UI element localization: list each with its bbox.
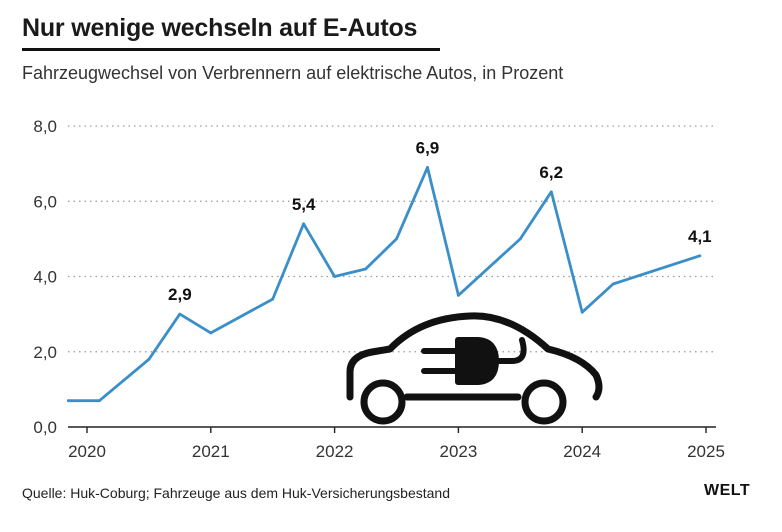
y-tick-label: 2,0: [33, 343, 57, 362]
data-point: [209, 331, 213, 335]
x-tick-label: 2020: [68, 442, 106, 461]
data-point: [395, 237, 398, 241]
data-label: 2,9: [168, 285, 192, 304]
welt-logo: WELT: [704, 482, 751, 499]
plug-icon: [421, 337, 527, 385]
x-tick-label: 2023: [439, 442, 477, 461]
data-point: [147, 357, 151, 361]
data-point: [302, 222, 306, 226]
x-tick-label: 2024: [563, 442, 601, 461]
chart-subtitle: Fahrzeugwechsel von Verbrennern auf elek…: [22, 63, 564, 83]
data-point: [364, 267, 367, 271]
data-label: 6,2: [539, 163, 563, 182]
x-tick-label: 2021: [192, 442, 230, 461]
data-labels: 2,9 5,4 6,9 6,2 4,1: [168, 138, 712, 304]
data-point: [611, 282, 615, 286]
data-point: [178, 312, 182, 316]
y-axis-ticks: 0,0 2,0 4,0 6,0 8,0: [33, 117, 57, 437]
data-label: 4,1: [688, 227, 712, 246]
grid-lines: [68, 125, 716, 428]
series-line: [67, 166, 702, 403]
data-label: 5,4: [292, 195, 316, 214]
data-point: [97, 399, 101, 403]
x-tick-label: 2025: [687, 442, 725, 461]
data-point: [333, 275, 336, 278]
y-tick-label: 6,0: [33, 192, 57, 211]
x-tick-label: 2022: [316, 442, 354, 461]
data-point: [549, 190, 553, 194]
data-label: 6,9: [416, 138, 440, 157]
data-point: [426, 165, 429, 169]
title-underline: [22, 48, 440, 51]
source-note: Quelle: Huk-Coburg; Fahrzeuge aus dem Hu…: [22, 485, 451, 501]
data-point: [67, 399, 70, 403]
chart-title: Nur wenige wechseln auf E-Autos: [22, 14, 418, 42]
x-axis-ticks: 2020 2021 2022 2023 2024 2025: [68, 427, 725, 461]
electric-car-icon: [346, 312, 603, 425]
y-tick-label: 8,0: [33, 117, 57, 136]
data-point: [271, 297, 275, 301]
y-tick-label: 0,0: [33, 418, 57, 437]
data-point: [457, 293, 460, 297]
data-point: [580, 310, 584, 314]
data-point: [698, 254, 702, 258]
y-tick-label: 4,0: [33, 268, 57, 287]
data-points: [67, 165, 702, 403]
data-point: [518, 237, 522, 241]
